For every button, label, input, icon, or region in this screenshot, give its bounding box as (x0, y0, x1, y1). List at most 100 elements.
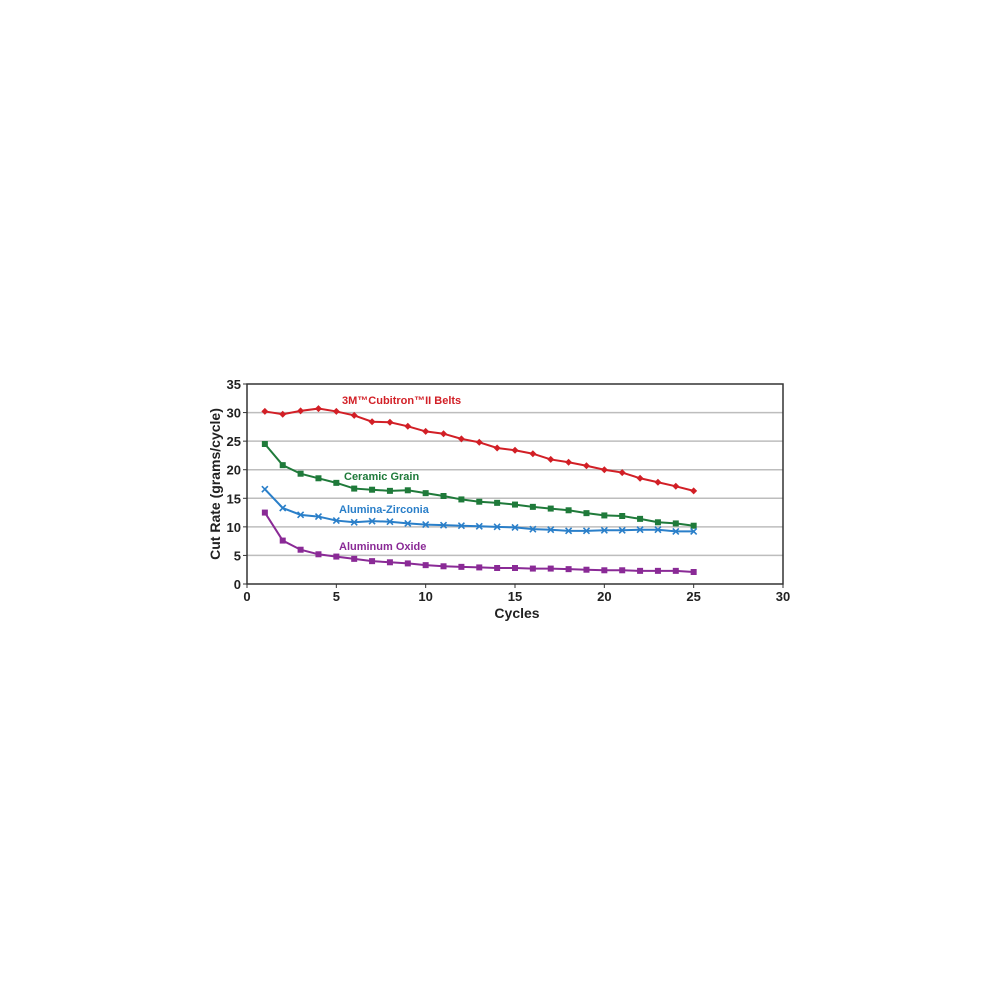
data-point (422, 427, 430, 435)
data-point (439, 521, 448, 529)
data-point (297, 470, 304, 477)
y-tick-label: 5 (234, 548, 241, 563)
data-point (261, 485, 269, 493)
data-point (529, 503, 536, 510)
data-point (637, 567, 644, 574)
data-point (529, 525, 537, 533)
data-point (690, 527, 698, 535)
data-point (690, 522, 697, 529)
data-point (314, 513, 323, 521)
x-axis-title: Cycles (494, 605, 539, 621)
data-point (332, 407, 340, 415)
data-point (333, 479, 340, 486)
series-line-0 (264, 407, 694, 492)
data-point (369, 558, 376, 565)
x-tick-label: 0 (243, 589, 250, 604)
data-point (404, 422, 412, 430)
y-tick-label: 10 (227, 520, 241, 535)
data-point (386, 559, 393, 566)
data-point (565, 527, 573, 535)
data-point (369, 486, 376, 493)
y-tick-label: 30 (227, 406, 241, 421)
data-point (422, 490, 429, 497)
data-point (350, 518, 358, 526)
data-point (261, 509, 268, 516)
data-point (493, 523, 501, 531)
data-point (583, 510, 590, 517)
data-point (690, 487, 698, 495)
data-point (475, 522, 483, 530)
y-tick-label: 35 (227, 377, 241, 392)
plot-frame (246, 383, 784, 585)
data-point (654, 478, 662, 486)
x-tick-label: 5 (333, 589, 340, 604)
data-point (386, 518, 394, 526)
data-point (386, 418, 394, 426)
data-point (457, 435, 465, 443)
x-tick-label: 15 (508, 589, 522, 604)
data-point (654, 567, 661, 574)
y-tick-label: 0 (234, 577, 241, 592)
data-point (582, 527, 591, 535)
data-point (440, 493, 447, 499)
data-point (636, 526, 644, 534)
data-point (351, 485, 358, 492)
data-point (422, 521, 430, 529)
data-point (582, 462, 590, 470)
series-line-2 (264, 488, 694, 533)
data-point (672, 482, 680, 490)
data-point (315, 475, 322, 482)
series-label-alumina-zirconia: Alumina-Zirconia (339, 504, 430, 516)
data-point (440, 563, 447, 570)
data-point (404, 487, 411, 494)
data-point (279, 504, 287, 512)
data-point (636, 474, 644, 482)
data-point (529, 565, 536, 572)
data-point (261, 407, 269, 415)
series-label-aluminum-oxide: Aluminum Oxide (339, 541, 426, 553)
data-point (672, 520, 679, 527)
data-point (351, 555, 358, 562)
data-point (511, 523, 519, 531)
x-tick-label: 30 (776, 589, 790, 604)
data-point (601, 512, 608, 519)
data-point (440, 430, 448, 438)
y-tick-label: 15 (227, 491, 241, 506)
x-tick-label: 10 (418, 589, 432, 604)
data-point (547, 526, 555, 534)
data-point (600, 466, 608, 474)
data-point (690, 569, 697, 575)
data-point (565, 566, 572, 573)
series-line-1 (264, 443, 694, 527)
data-point (672, 527, 680, 535)
data-point (600, 526, 608, 534)
data-point (279, 410, 287, 418)
data-point (404, 560, 411, 567)
data-point (547, 455, 555, 463)
data-point (297, 407, 305, 415)
data-point (512, 565, 518, 571)
data-point (672, 567, 679, 574)
y-tick-label: 20 (227, 463, 241, 478)
data-point (619, 513, 626, 519)
data-point (350, 411, 358, 419)
series-line-3 (264, 512, 694, 573)
data-point (279, 537, 286, 544)
data-point (458, 496, 465, 503)
data-point (476, 564, 483, 571)
data-point (619, 567, 626, 574)
data-point (368, 517, 376, 525)
data-point (297, 511, 305, 519)
data-point (475, 438, 483, 446)
data-point (315, 551, 322, 558)
data-point (565, 458, 573, 466)
data-point (297, 546, 304, 553)
y-axis-title: Cut Rate (grams/cycle) (207, 408, 223, 560)
data-point (457, 522, 465, 530)
x-tick-label: 25 (686, 589, 700, 604)
data-point (404, 519, 412, 527)
data-point (332, 517, 340, 525)
data-point (493, 444, 501, 452)
data-point (618, 469, 626, 477)
